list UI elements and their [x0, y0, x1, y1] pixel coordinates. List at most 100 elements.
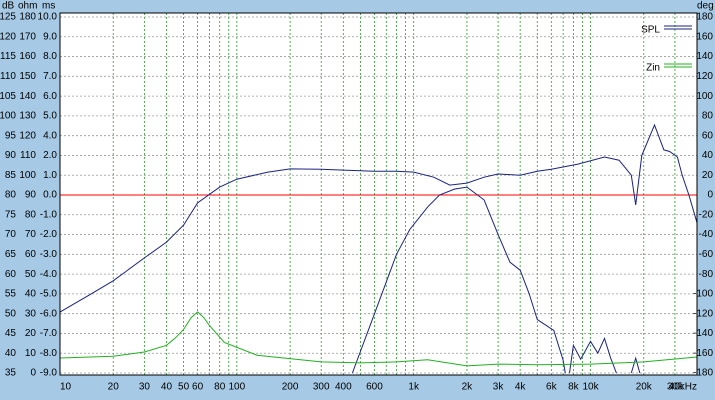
x-tick-label: 40 [161, 382, 173, 393]
x-tick-label: 200 [282, 382, 299, 393]
y-tick-label: 85 [5, 170, 17, 181]
legend-label: Zin [646, 63, 660, 74]
y-tick-label: 80 [5, 190, 17, 201]
y-tick-label: 110 [0, 71, 16, 82]
y2-tick-label: 40 [702, 150, 714, 161]
y2-tick-label: -140 [693, 328, 713, 339]
y3-tick-label: 70 [25, 229, 37, 240]
y3-tick-label: 0 [30, 368, 36, 379]
ms-tick-label: -5.0 [40, 289, 58, 300]
x-tick-label: 80 [214, 382, 226, 393]
ms-tick-label: 10.0 [38, 12, 58, 23]
data-line [351, 186, 641, 374]
y2-tick-label: -100 [693, 289, 713, 300]
ms-tick-label: -2.0 [40, 229, 58, 240]
y3-tick-label: 170 [19, 31, 36, 42]
y2-tick-label: 120 [696, 71, 713, 82]
x-tick-label: 400 [335, 382, 352, 393]
y2-tick-label: -60 [699, 249, 714, 260]
y-tick-label: 60 [5, 269, 17, 280]
y-tick-label: 50 [5, 308, 17, 319]
ms-tick-label: -6.0 [40, 308, 58, 319]
y3-tick-label: 40 [25, 289, 37, 300]
ms-tick-label: 1.0 [43, 170, 57, 181]
ms-tick-label: 2.0 [43, 150, 57, 161]
y2-tick-label: -20 [699, 209, 714, 220]
y-tick-label: 105 [0, 91, 16, 102]
y3-tick-label: 110 [20, 150, 36, 161]
ms-tick-label: -9.0 [40, 368, 58, 379]
y2-tick-label: 0 [707, 190, 713, 201]
plot-border [59, 12, 698, 376]
x-tick-label: 3k [493, 382, 505, 393]
y2-tick-label: -180 [693, 368, 713, 379]
x-tick-label: 10 [60, 382, 72, 393]
y-tick-label: 65 [5, 249, 17, 260]
x-tick-label: 6k [546, 382, 558, 393]
y-tick-label: 95 [5, 130, 17, 141]
y-tick-label: 115 [0, 51, 16, 62]
x-tick-label: 20 [108, 382, 120, 393]
y3-tick-label: 160 [19, 51, 36, 62]
x-tick-label: 2k [462, 382, 474, 393]
data-line [59, 123, 698, 313]
unit-label: ohm [18, 1, 37, 12]
y3-tick-label: 150 [19, 71, 36, 82]
y-tick-label: 70 [5, 229, 17, 240]
ms-tick-label: -1.0 [40, 209, 58, 220]
ms-tick-label: -7.0 [40, 328, 58, 339]
y-tick-label: 90 [5, 150, 17, 161]
y3-tick-label: 20 [25, 328, 37, 339]
y3-tick-label: 80 [25, 209, 37, 220]
legend-label: SPL [641, 25, 660, 36]
y3-tick-label: 60 [25, 249, 37, 260]
y3-tick-label: 10 [25, 348, 37, 359]
y3-tick-label: 30 [25, 308, 37, 319]
x-tick-label: 60 [192, 382, 204, 393]
y3-tick-label: 120 [19, 130, 36, 141]
y-tick-label: 35 [5, 368, 17, 379]
y2-tick-label: -40 [699, 229, 714, 240]
x-tick-label: 30 [139, 382, 151, 393]
y2-tick-label: 140 [696, 51, 713, 62]
x-tick-label: 8k [568, 382, 580, 393]
plot-area [60, 13, 697, 375]
ms-tick-label: 6.0 [43, 91, 57, 102]
x-tick-label: 50 [178, 382, 190, 393]
ms-tick-label: -8.0 [40, 348, 58, 359]
ms-tick-label: 8.0 [43, 51, 57, 62]
y-tick-label: 120 [0, 31, 16, 42]
y-tick-label: 40 [5, 348, 17, 359]
x-tick-label: 300 [313, 382, 330, 393]
y-tick-label: 45 [5, 328, 17, 339]
unit-label: dB [2, 1, 15, 12]
y-tick-label: 55 [5, 289, 17, 300]
y3-tick-label: 50 [25, 269, 37, 280]
y2-tick-label: 100 [696, 91, 713, 102]
ms-tick-label: 4.0 [43, 130, 57, 141]
unit-label: ms [42, 1, 55, 12]
ms-tick-label: -3.0 [40, 249, 58, 260]
y2-tick-label: 180 [696, 12, 713, 23]
x-tick-label: 100 [228, 382, 245, 393]
y-tick-label: 125 [0, 12, 16, 23]
x-tick-label: 40kHz [669, 382, 697, 393]
x-tick-label: 20k [636, 382, 653, 393]
ms-tick-label: 0.0 [43, 190, 57, 201]
y3-tick-label: 140 [19, 91, 36, 102]
y2-tick-label: -120 [693, 308, 713, 319]
y-tick-label: 100 [0, 111, 16, 122]
y2-tick-label: 160 [696, 31, 713, 42]
y3-tick-label: 130 [19, 111, 36, 122]
y-tick-label: 75 [5, 209, 17, 220]
y3-tick-label: 90 [25, 190, 37, 201]
ms-tick-label: 7.0 [43, 71, 57, 82]
ms-tick-label: 5.0 [43, 111, 57, 122]
unit-label: deg [697, 1, 714, 12]
x-tick-label: 30k [667, 382, 684, 393]
x-tick-label: 1k [408, 382, 420, 393]
y2-tick-label: 80 [702, 111, 714, 122]
x-tick-label: 4k [515, 382, 527, 393]
